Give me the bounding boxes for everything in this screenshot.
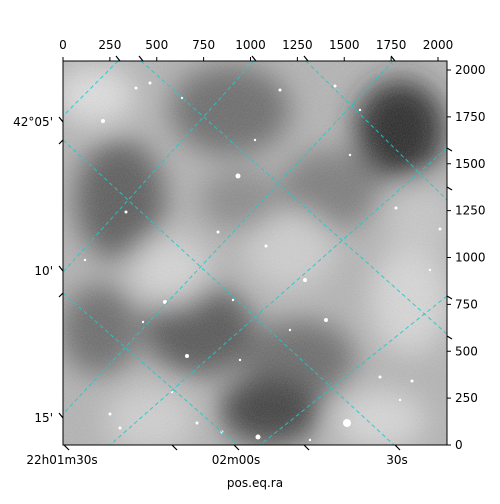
tick-labels: 0 250 500 750 1000 1250 1500 1750 2000 0 250 500 750… — [13, 38, 485, 467]
dec-tick — [58, 265, 64, 272]
pixel-x-tick-label: 1750 — [376, 38, 407, 52]
star — [148, 81, 152, 85]
dec-tick-right — [446, 147, 453, 152]
ra-tick — [63, 444, 70, 451]
ra-tick-top — [251, 55, 257, 62]
star — [428, 268, 432, 272]
sky-image — [63, 61, 447, 445]
ra-tick-top — [390, 55, 396, 62]
star — [358, 108, 362, 112]
dec-tick — [58, 116, 64, 123]
ra-tick — [303, 444, 310, 451]
pixel-y-tick-label: 0 — [455, 438, 463, 452]
star — [394, 206, 398, 210]
dec-tick — [58, 292, 64, 298]
dec-tick-right — [446, 335, 453, 340]
grid-line — [140, 61, 447, 335]
axes-frame — [62, 60, 448, 446]
star — [253, 138, 257, 142]
star — [118, 426, 122, 430]
ra-tick-top — [138, 55, 144, 62]
dec-tick-label: 10' — [34, 264, 53, 278]
grid-line — [109, 147, 447, 445]
image-noise — [63, 61, 447, 445]
pixel-y-tick-label: 250 — [455, 391, 478, 405]
grid-line — [259, 295, 447, 445]
star — [410, 379, 414, 383]
pixel-x-tick-label: 1000 — [235, 38, 266, 52]
ra-tick-label: 02m00s — [212, 453, 260, 467]
star — [255, 434, 261, 440]
coordinate-grid — [63, 61, 447, 445]
pixel-x-tick-label: 1250 — [282, 38, 313, 52]
pixel-y-tick-label: 1500 — [455, 157, 486, 171]
pixel-x-tick-label: 250 — [98, 38, 121, 52]
pixel-x-tick-label: 750 — [192, 38, 215, 52]
pixel-x-tick-label: 1500 — [329, 38, 360, 52]
dec-tick-label: 15' — [34, 411, 53, 425]
star — [308, 438, 312, 442]
grid-line — [63, 61, 119, 117]
ra-tick-label: 22h01m30s — [26, 453, 97, 467]
star — [238, 358, 242, 362]
dec-tick — [58, 412, 64, 419]
pixel-x-tick-label: 0 — [59, 38, 67, 52]
ra-tick-top — [303, 55, 309, 62]
pixel-y-tick-label: 2000 — [455, 63, 486, 77]
star — [278, 88, 282, 92]
ra-tick-label: 30s — [386, 453, 408, 467]
star — [333, 84, 337, 88]
ra-tick — [394, 444, 401, 451]
star — [348, 153, 352, 157]
star — [108, 412, 112, 416]
pixel-y-tick-label: 1250 — [455, 204, 486, 218]
pixel-x-tick-label: 500 — [145, 38, 168, 52]
star — [101, 119, 105, 123]
ra-tick — [233, 444, 240, 451]
star — [438, 227, 442, 231]
dec-tick-right — [446, 295, 453, 300]
pixel-y-tick-label: 750 — [455, 297, 478, 311]
x-axis-label: pos.eq.ra — [227, 476, 283, 490]
pixel-y-tick-label: 1750 — [455, 110, 486, 124]
star — [185, 354, 189, 358]
star — [124, 210, 128, 214]
dec-tick-right — [446, 186, 453, 191]
grid-line — [63, 292, 238, 445]
star — [264, 244, 268, 248]
axis-ticks — [58, 55, 453, 451]
star — [141, 320, 145, 324]
star — [378, 375, 382, 379]
star — [163, 300, 167, 304]
dec-tick — [58, 139, 64, 145]
dec-tick-label: 42°05' — [13, 115, 53, 129]
pixel-x-tick-label: 2000 — [423, 38, 454, 52]
star — [343, 419, 351, 427]
grid-line — [63, 61, 394, 415]
star — [216, 230, 220, 234]
ra-tick-top — [115, 55, 121, 62]
pixel-y-tick-label: 1000 — [455, 251, 486, 265]
star — [303, 278, 307, 282]
star — [235, 173, 241, 179]
star — [398, 398, 402, 402]
pixel-y-tick-label: 500 — [455, 344, 478, 358]
ra-tick — [171, 444, 178, 451]
grid-line — [305, 61, 447, 201]
star — [288, 328, 292, 332]
star — [195, 421, 199, 425]
star — [83, 258, 87, 262]
star — [231, 298, 235, 302]
star — [324, 318, 328, 322]
grid-line — [63, 61, 255, 273]
star — [134, 86, 138, 90]
grid-line — [63, 139, 395, 445]
